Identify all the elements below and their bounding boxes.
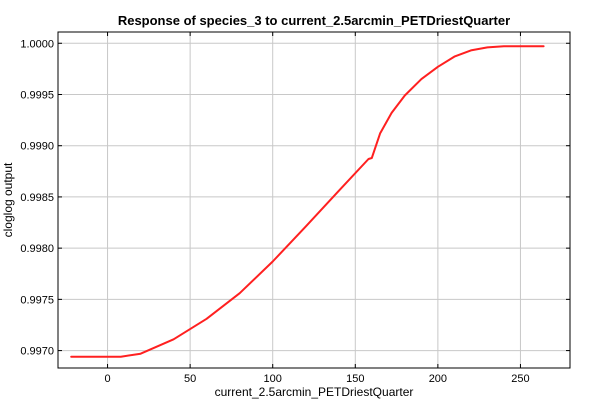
y-tick-labels: 0.9970 0.9975 0.9980 0.9985 0.9990 0.9995 1.00…: [20, 38, 54, 357]
x-tick-label: 150: [346, 373, 364, 385]
response-curve-line: [70, 45, 545, 358]
plot-frame: [57, 31, 571, 369]
x-tick-labels: 0 50 100 150 200 250: [104, 373, 529, 385]
y-tick-label: 0.9970: [20, 346, 54, 358]
y-tick-label: 0.9975: [20, 294, 54, 306]
grid-lines: [58, 32, 570, 368]
y-tick-label: 1.0000: [20, 38, 54, 50]
y-tick-label: 0.9980: [20, 243, 54, 255]
x-tick-label: 100: [264, 373, 282, 385]
y-tick-label: 0.9990: [20, 141, 54, 153]
series-layer: [70, 45, 545, 358]
x-tick-label: 250: [511, 373, 529, 385]
chart-title: Response of species_3 to current_2.5arcm…: [118, 13, 510, 28]
y-tick-label: 0.9995: [20, 89, 54, 101]
x-axis-label: current_2.5arcmin_PETDriestQuarter: [215, 385, 414, 399]
x-tick-label: 50: [184, 373, 196, 385]
x-tick-label: 0: [104, 373, 110, 385]
tick-marks: [58, 32, 570, 368]
y-axis-label: cloglog output: [1, 162, 15, 237]
x-tick-label: 200: [429, 373, 447, 385]
y-tick-label: 0.9985: [20, 192, 54, 204]
